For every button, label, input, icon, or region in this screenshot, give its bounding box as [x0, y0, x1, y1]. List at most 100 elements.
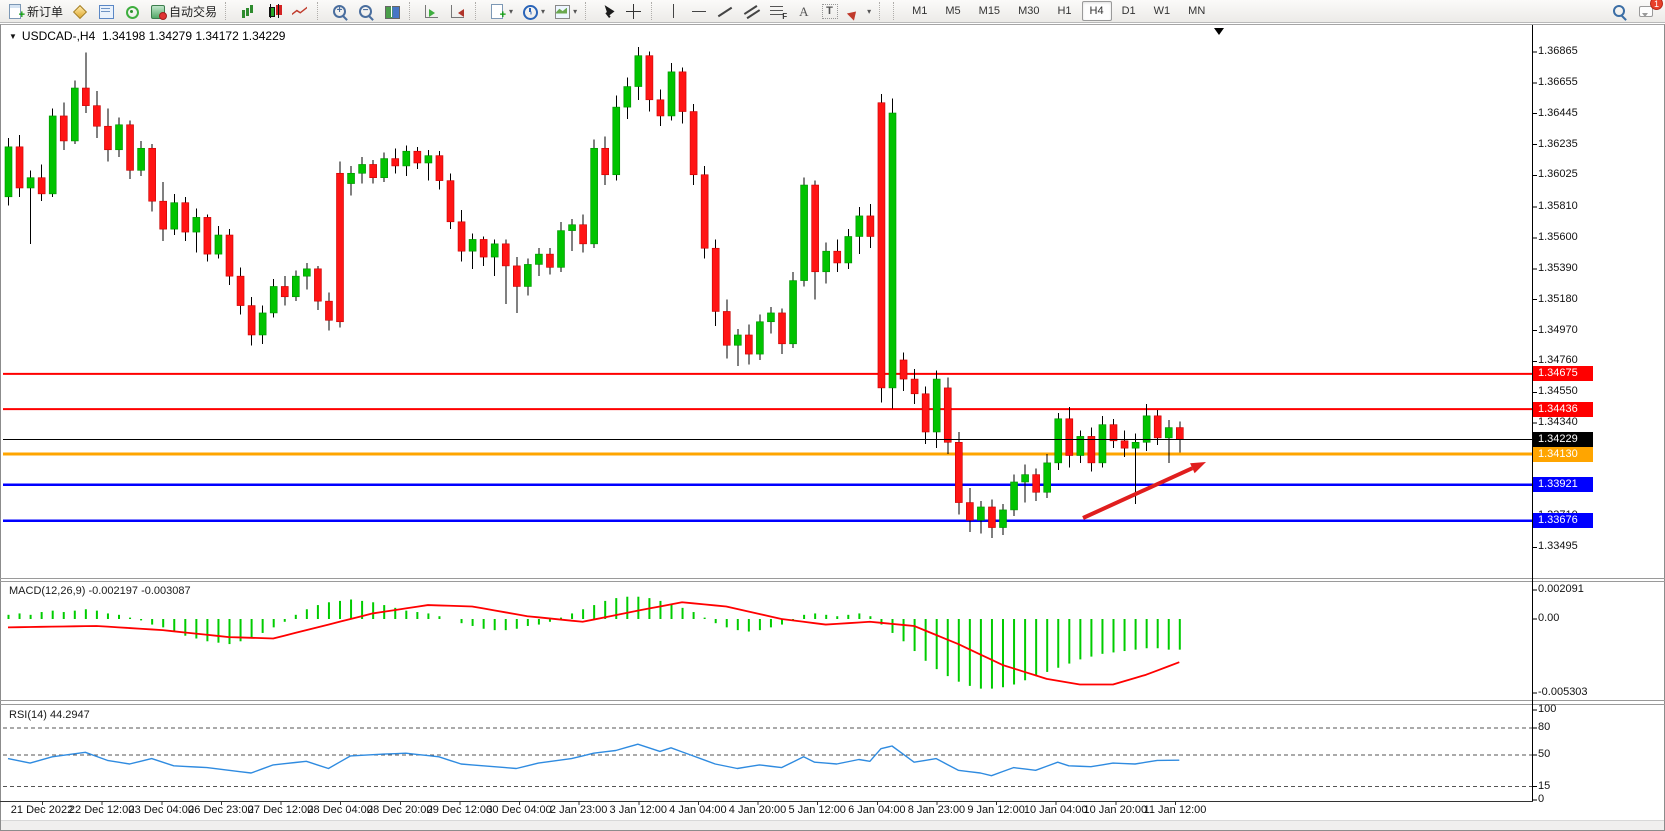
price-shift-marker[interactable]: [1214, 28, 1224, 35]
line-chart-button[interactable]: [288, 1, 312, 21]
macd-axis-tick: -0.005303: [1538, 685, 1588, 698]
time-axis-label: 6 Jan 04:00: [848, 804, 906, 816]
fibonacci-button[interactable]: [766, 1, 790, 21]
rsi-axis-tick: 100: [1538, 703, 1557, 715]
time-axis-label: 28 Dec 20:00: [367, 804, 433, 816]
new-order-button-label: 新订单: [27, 4, 64, 19]
bar-chart-button[interactable]: [236, 1, 260, 21]
rsi-axis-tick: 80: [1538, 721, 1551, 733]
text-button[interactable]: [792, 1, 816, 21]
time-axis-label: 23 Dec 04:00: [128, 804, 194, 816]
bid-price-badge: 1.34229: [1533, 431, 1593, 447]
timeframe-h4-button[interactable]: H4: [1081, 1, 1112, 21]
time-axis-label: 21 Dec 2022: [10, 804, 74, 816]
auto-trading-button[interactable]: 自动交易: [146, 1, 220, 21]
cursor-button[interactable]: [596, 1, 620, 21]
price-axis-tick: 1.33495: [1538, 540, 1578, 553]
bar-chart-icon: [239, 3, 257, 20]
channel-button[interactable]: [740, 1, 764, 21]
navigator-icon: [123, 3, 141, 20]
chart-expander-icon[interactable]: ▼: [9, 32, 17, 41]
chart-ohlc-quotes: 1.34198 1.34279 1.34172 1.34229: [101, 29, 286, 43]
navigator-button[interactable]: [120, 1, 144, 21]
timeframe-m15-button[interactable]: M15: [978, 5, 1001, 17]
chart-shift-icon: [449, 3, 467, 20]
timeframe-h1-button[interactable]: H1: [1057, 5, 1072, 17]
new-chart-dropdown[interactable]: ▾: [486, 1, 516, 21]
toolbar-separator: [225, 2, 231, 20]
zoom-out-button[interactable]: [354, 1, 378, 21]
crosshair-icon: [625, 3, 643, 20]
market-watch-button[interactable]: [68, 1, 92, 21]
auto-scroll-icon: [423, 3, 441, 20]
time-axis-label: 28 Dec 04:00: [307, 804, 373, 816]
timeframe-mn-button[interactable]: MN: [1188, 5, 1206, 17]
vertical-line-button[interactable]: [662, 1, 686, 21]
dropdown-caret-icon: ▾: [541, 6, 546, 16]
price-axis-tick: 1.34970: [1538, 323, 1578, 336]
trend-arrow-object[interactable]: [1082, 466, 1194, 520]
rsi-axis-tick: 50: [1538, 748, 1551, 760]
time-axis-label: 22 Dec 12:00: [68, 804, 135, 816]
text-label-button[interactable]: [818, 1, 842, 21]
price-axis-tick: 1.36445: [1538, 106, 1578, 119]
tile-windows-icon: [383, 3, 401, 20]
data-window-button[interactable]: [94, 1, 118, 21]
time-axis-label: 10 Jan 04:00: [1023, 804, 1088, 816]
periods-dropdown[interactable]: ▾: [518, 1, 548, 21]
price-axis-tick: 1.34550: [1538, 385, 1578, 398]
timeframe-m30-button[interactable]: M30: [1018, 5, 1040, 17]
timeframe-w1-button[interactable]: W1: [1153, 5, 1171, 17]
equidistant-channel-icon: [743, 3, 761, 20]
notifications-button[interactable]: 1: [1635, 0, 1663, 21]
horizontal-line-button[interactable]: [688, 1, 712, 21]
tile-windows-button[interactable]: [380, 1, 404, 21]
time-axis-label: 4 Jan 20:00: [728, 804, 787, 816]
timeframe-m5-button[interactable]: M5: [945, 5, 961, 17]
rsi-axis-tick: 0: [1538, 793, 1545, 805]
candlestick-chart-button[interactable]: [262, 1, 286, 21]
time-axis-label: 26 Dec 23:00: [188, 804, 254, 816]
zoom-in-button[interactable]: [328, 1, 352, 21]
timeframe-d1-button[interactable]: D1: [1121, 5, 1136, 17]
price-level-badge-1.34436: 1.34436: [1533, 401, 1593, 417]
chart-title: ▼ USDCAD-,H4 1.34198 1.34279 1.34172 1.34…: [9, 29, 285, 43]
auto-scroll-button[interactable]: [420, 1, 444, 21]
trend-line-icon: [717, 3, 735, 20]
zoom-out-icon: [357, 3, 375, 20]
macd-axis-tick: 0.00: [1538, 612, 1560, 624]
new-order-button[interactable]: 新订单: [4, 1, 66, 21]
horizontal-line-icon: [691, 3, 709, 20]
chart-symbol-period: USDCAD-,H4: [21, 29, 96, 43]
timeframe-m1-button[interactable]: M1: [912, 5, 928, 17]
vertical-line-icon: [665, 3, 683, 20]
search-button[interactable]: [1607, 1, 1631, 21]
arrows-dropdown[interactable]: ▾: [844, 1, 874, 21]
zoom-in-icon: [331, 3, 349, 20]
price-axis-tick: 1.34760: [1538, 354, 1578, 367]
arrows-icon: [847, 3, 865, 20]
time-axis-label: 9 Jan 12:00: [967, 804, 1025, 816]
time-axis-label: 5 Jan 12:00: [788, 804, 846, 816]
line-chart-icon: [291, 3, 309, 20]
rsi-indicator-label: RSI(14) 44.2947: [9, 709, 90, 721]
templates-dropdown[interactable]: ▾: [550, 1, 580, 21]
chat-bubble-icon: [1638, 3, 1656, 20]
templates-icon: [553, 3, 571, 20]
search-icon: [1610, 3, 1628, 20]
trend-arrow-head: [1190, 462, 1206, 474]
text-icon: [795, 3, 813, 20]
crosshair-button[interactable]: [622, 1, 646, 21]
macd-indicator-label: MACD(12,26,9) -0.002197 -0.003087: [9, 585, 191, 597]
time-axis-label: 11 Jan 12:00: [1143, 804, 1207, 816]
trendline-button[interactable]: [714, 1, 738, 21]
window-bottom-strip: [1, 820, 1664, 830]
price-axis-tick: 1.36655: [1538, 75, 1578, 88]
price-level-badge-1.34130: 1.34130: [1533, 446, 1593, 462]
chart-shift-button[interactable]: [446, 1, 470, 21]
price-axis-tick: 1.36025: [1538, 168, 1578, 181]
new-order-icon: [7, 3, 25, 21]
dropdown-caret-icon: ▾: [509, 6, 514, 16]
toolbar-separator: [651, 2, 657, 20]
